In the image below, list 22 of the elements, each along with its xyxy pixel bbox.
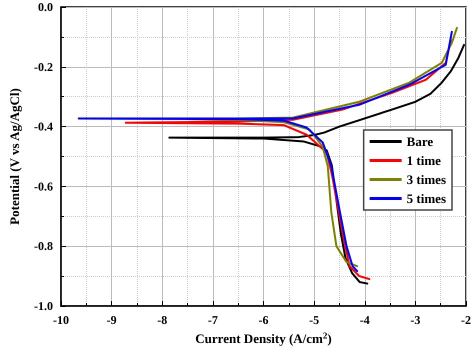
y-axis-title: Potential (V vs Ag/AgCl) xyxy=(7,88,22,225)
x-tick-label: -7 xyxy=(208,313,218,327)
legend-label: 3 times xyxy=(406,172,446,187)
y-tick-label: -0.4 xyxy=(34,120,53,134)
legend-label: 1 time xyxy=(406,153,442,168)
line-series xyxy=(124,38,452,280)
x-tick-label: -9 xyxy=(106,313,117,327)
y-tick-label: -0.8 xyxy=(34,239,53,254)
legend-label: Bare xyxy=(406,134,434,149)
x-tick-label: -4 xyxy=(360,313,370,327)
x-tick-label: -2 xyxy=(461,313,471,327)
x-tick-label: -8 xyxy=(157,313,168,327)
x-tick-label: -3 xyxy=(410,313,420,327)
y-tick-label: -0.6 xyxy=(34,179,53,194)
x-tick-label: -6 xyxy=(258,313,268,327)
x-tick-label: -5 xyxy=(309,313,320,327)
y-tick-label: -0.2 xyxy=(34,60,53,74)
legend-label: 5 times xyxy=(406,191,446,206)
x-tick-label: -10 xyxy=(53,313,69,327)
y-tick-label: 0.0 xyxy=(38,0,53,14)
line-series xyxy=(78,30,453,272)
y-tick-label: -1.0 xyxy=(34,299,53,313)
